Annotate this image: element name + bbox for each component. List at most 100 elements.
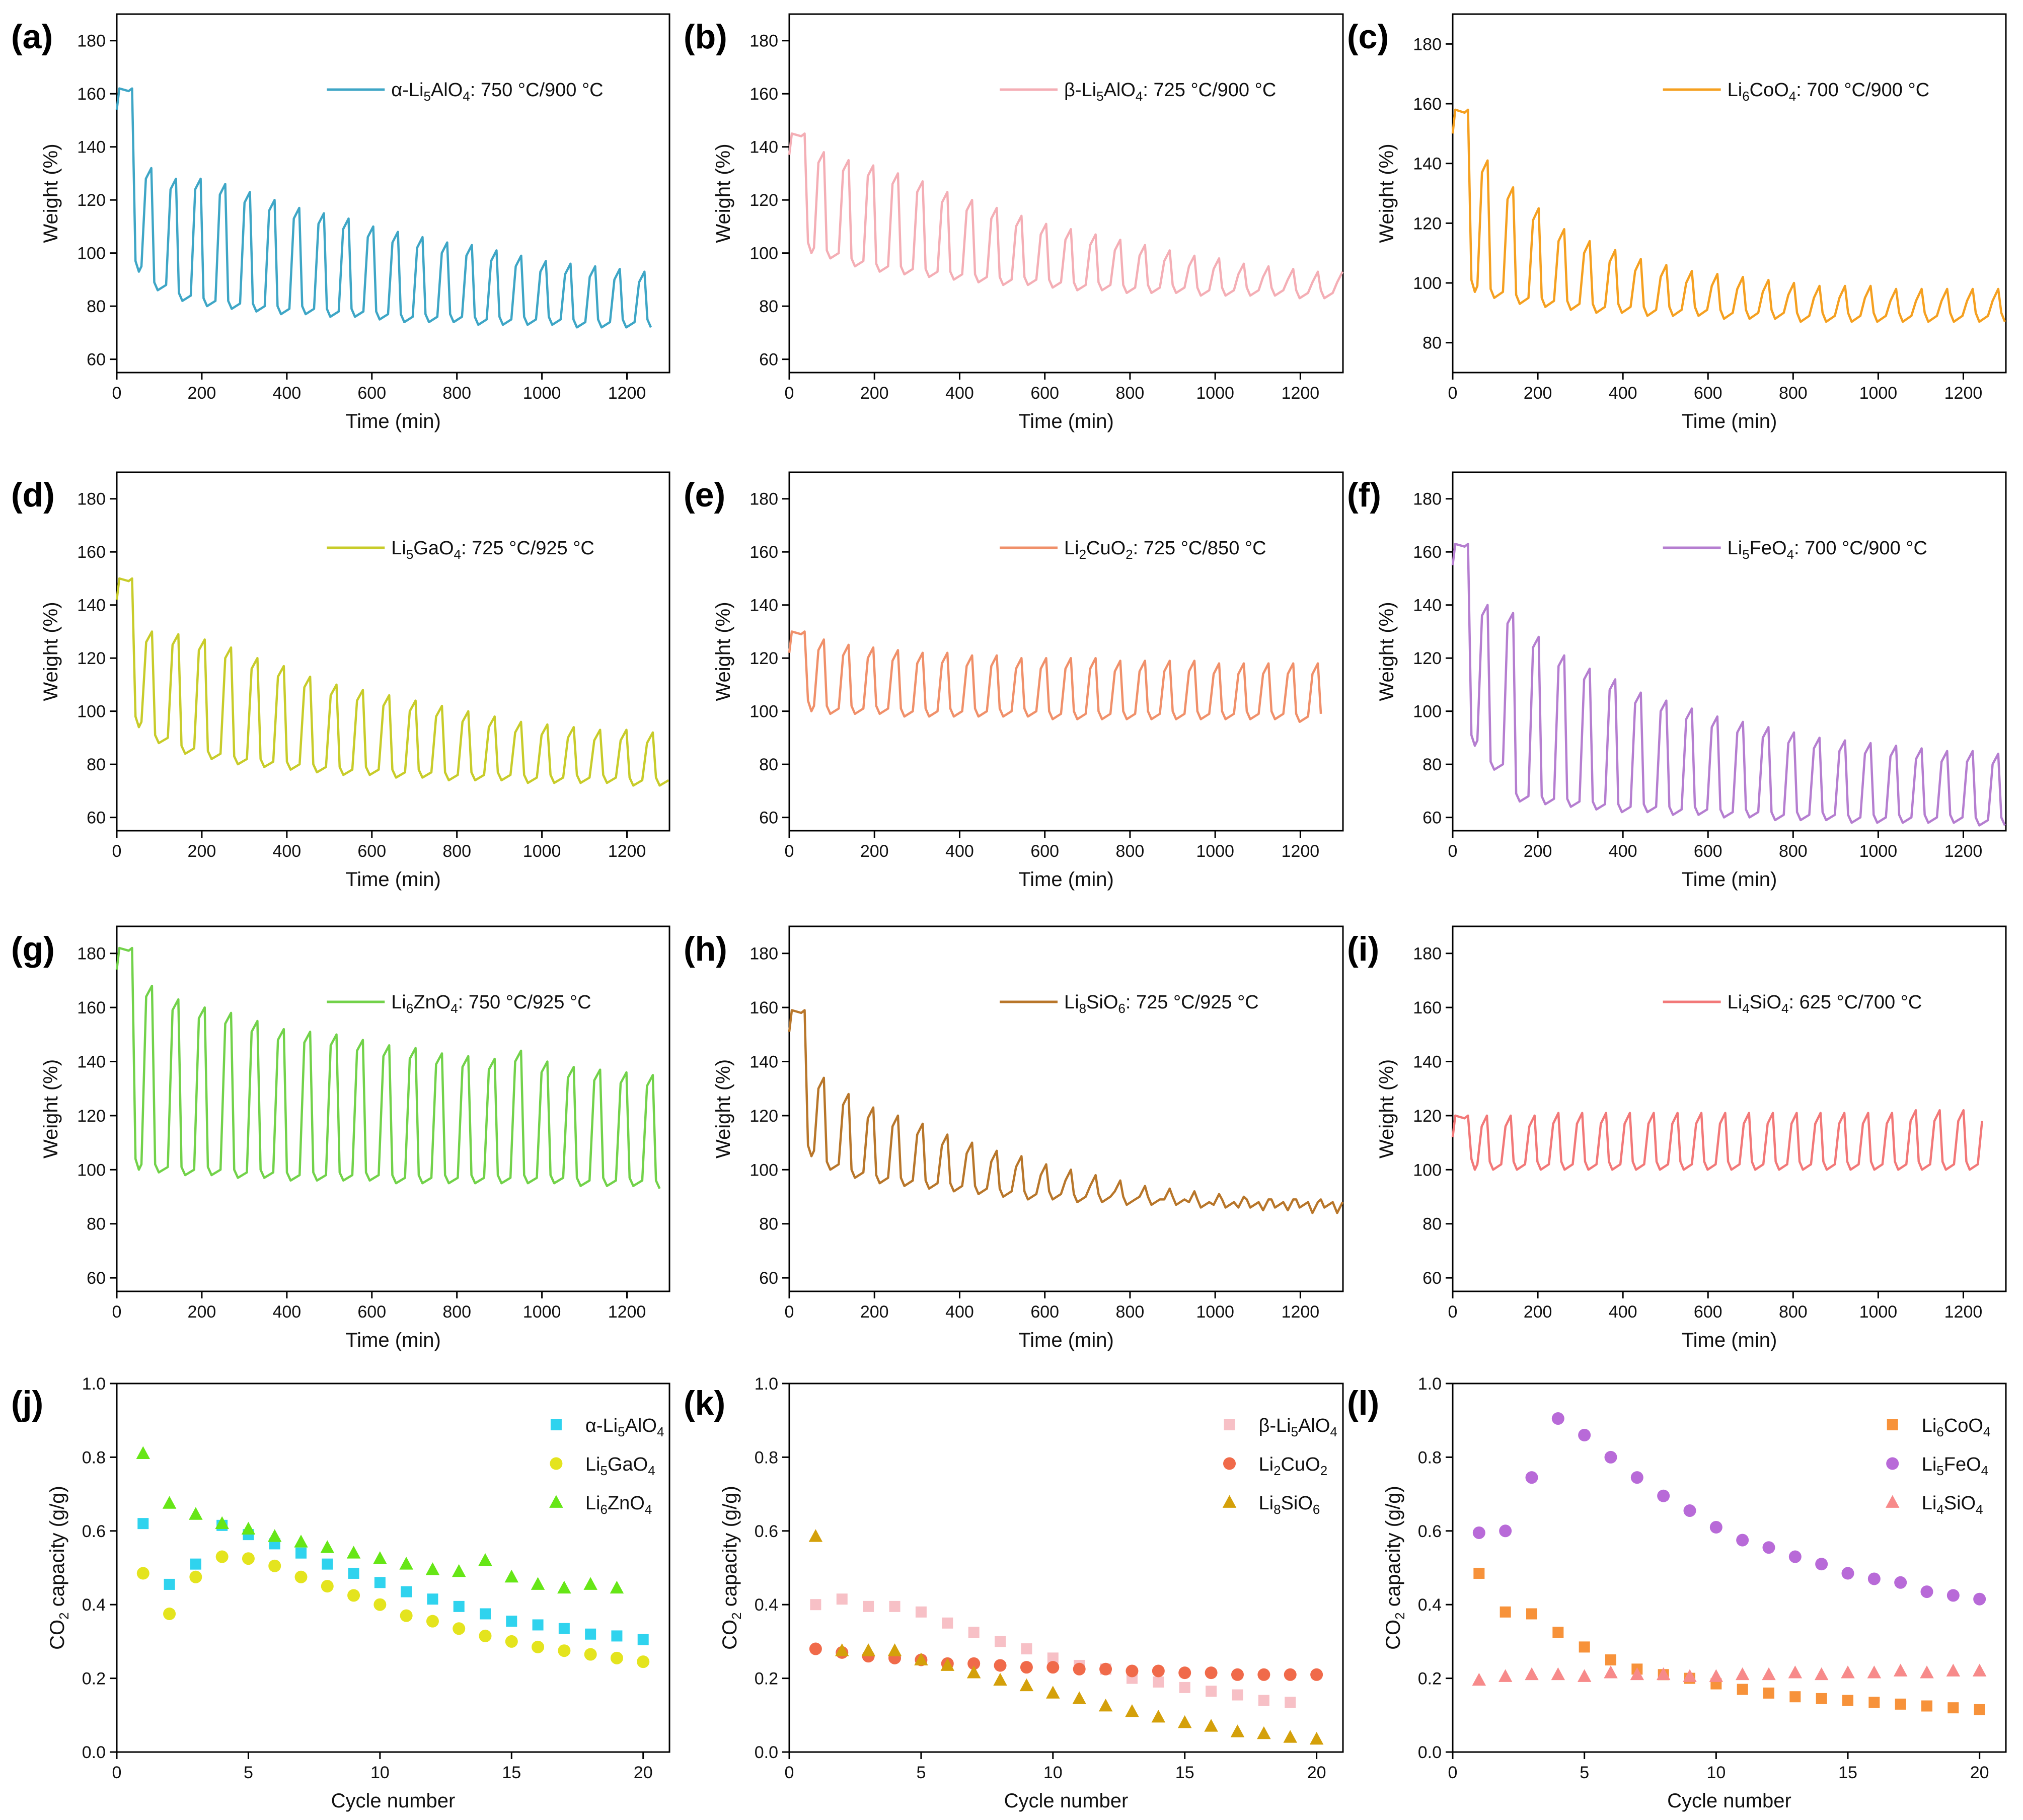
y-tick-label: 0.0 xyxy=(82,1743,106,1762)
x-tick-label: 200 xyxy=(188,842,216,861)
data-point xyxy=(373,1551,387,1564)
plot-frame xyxy=(1452,925,2007,1292)
x-tick-label: 20 xyxy=(634,1763,653,1782)
data-point xyxy=(809,1642,822,1655)
x-tick-label: 0 xyxy=(1448,1763,1458,1782)
legend-label: Li6​CoO4​ xyxy=(1922,1415,1991,1439)
x-axis-title: Cycle number xyxy=(1667,1790,1791,1812)
y-tick-label: 120 xyxy=(1413,649,1442,668)
y-tick-label: 60 xyxy=(1422,809,1442,828)
data-point xyxy=(610,1651,623,1664)
x-tick-label: 400 xyxy=(272,1302,301,1322)
y-tick-label: 0.2 xyxy=(755,1669,778,1689)
data-point xyxy=(1283,1730,1297,1743)
panel-letter: (d) xyxy=(11,476,55,514)
data-point xyxy=(1604,1450,1617,1464)
legend-marker xyxy=(550,1419,562,1430)
legend-label: Li5​FeO4​: 700 °C/900 °C xyxy=(1728,538,1927,562)
y-axis-title: Weight (%) xyxy=(1376,1059,1398,1158)
y-tick-label: 80 xyxy=(759,297,778,316)
data-point xyxy=(1021,1643,1032,1655)
panel-g: (g) 0 200 400 600 800 1000 1200 60 80 100 120 140 160… xyxy=(11,925,670,1351)
data-point xyxy=(1815,1558,1828,1571)
data-point xyxy=(1683,1504,1696,1517)
panel-letter: (g) xyxy=(11,930,55,968)
legend-label: α-Li5​AlO4​ xyxy=(585,1415,664,1439)
panel-i: (i) 0 200 400 600 800 1000 1200 60 80 100 120 140 160… xyxy=(1347,925,2007,1351)
y-tick-label: 140 xyxy=(750,1053,778,1072)
weight-series-line xyxy=(1451,108,2006,323)
legend-label: Li6​ZnO4​: 750 °C/925 °C xyxy=(391,992,591,1016)
legend-marker xyxy=(1886,1457,1899,1470)
y-tick-label: 180 xyxy=(77,944,106,964)
y-tick-label: 1.0 xyxy=(755,1374,778,1394)
y-tick-label: 140 xyxy=(77,1053,106,1072)
x-tick-label: 1000 xyxy=(1859,842,1898,861)
y-tick-label: 0.2 xyxy=(1418,1669,1442,1689)
x-tick-label: 600 xyxy=(1030,384,1059,403)
plot-frame xyxy=(116,1382,670,1753)
x-tick-label: 600 xyxy=(357,384,386,403)
legend-marker xyxy=(1887,1419,1898,1430)
data-point xyxy=(1814,1667,1829,1681)
data-point xyxy=(1152,1664,1165,1678)
x-tick-label: 600 xyxy=(1030,1302,1059,1322)
x-tick-label: 200 xyxy=(1524,842,1552,861)
data-point xyxy=(1206,1686,1217,1697)
data-point xyxy=(611,1630,623,1642)
data-point xyxy=(268,1559,281,1572)
data-point xyxy=(478,1553,492,1566)
data-point xyxy=(1630,1471,1643,1484)
y-tick-label: 180 xyxy=(1413,490,1442,509)
data-point xyxy=(427,1593,438,1605)
data-point xyxy=(426,1615,439,1628)
data-point xyxy=(1630,1667,1644,1681)
data-point xyxy=(1552,1627,1564,1638)
x-tick-label: 600 xyxy=(1694,1302,1722,1322)
data-point xyxy=(557,1580,571,1594)
x-tick-label: 200 xyxy=(860,1302,889,1322)
data-point xyxy=(1309,1731,1324,1745)
y-axis-title: Weight (%) xyxy=(712,602,734,701)
x-axis-title: Time (min) xyxy=(1682,1329,1777,1351)
x-tick-label: 0 xyxy=(785,384,794,403)
legend-label: Li2​CuO2​ xyxy=(1259,1454,1328,1478)
data-point xyxy=(322,1558,333,1570)
x-axis-title: Time (min) xyxy=(1018,868,1114,891)
x-tick-label: 1200 xyxy=(608,842,646,861)
x-tick-label: 800 xyxy=(1779,1302,1808,1322)
x-tick-label: 1200 xyxy=(1944,384,1983,403)
data-point xyxy=(1946,1663,1961,1677)
x-axis-title: Time (min) xyxy=(1018,410,1114,432)
data-point xyxy=(1921,1700,1932,1712)
plot-frame xyxy=(788,13,1344,374)
data-point xyxy=(1735,1667,1750,1681)
data-point xyxy=(585,1628,596,1640)
x-tick-label: 1200 xyxy=(1282,1302,1320,1322)
data-point xyxy=(136,1567,149,1580)
y-tick-label: 100 xyxy=(1413,1160,1442,1180)
weight-series-line xyxy=(788,1009,1344,1214)
y-axis-title: Weight (%) xyxy=(1376,143,1398,243)
legend-marker xyxy=(549,1495,563,1508)
x-tick-label: 5 xyxy=(1580,1763,1589,1782)
y-tick-label: 0.4 xyxy=(755,1595,778,1615)
x-tick-label: 1200 xyxy=(608,1302,646,1322)
x-tick-label: 0 xyxy=(785,1302,794,1322)
y-tick-label: 120 xyxy=(750,191,778,210)
x-tick-label: 0 xyxy=(785,842,794,861)
x-tick-label: 600 xyxy=(1030,842,1059,861)
y-tick-label: 100 xyxy=(77,702,106,721)
x-tick-label: 0 xyxy=(112,1302,122,1322)
y-tick-label: 0.2 xyxy=(82,1669,106,1689)
panel-letter: (e) xyxy=(684,476,725,514)
legend-marker xyxy=(1885,1495,1900,1508)
x-tick-label: 200 xyxy=(860,842,889,861)
data-point xyxy=(1284,1668,1297,1681)
y-tick-label: 60 xyxy=(759,1269,778,1288)
data-point xyxy=(1788,1550,1802,1563)
data-point xyxy=(1019,1678,1034,1692)
data-point xyxy=(1842,1695,1853,1706)
weight-series-line xyxy=(788,132,1344,300)
panel-c: (c) 0 200 400 600 800 1000 1200 80 100 120 140 160 18… xyxy=(1347,13,2007,432)
